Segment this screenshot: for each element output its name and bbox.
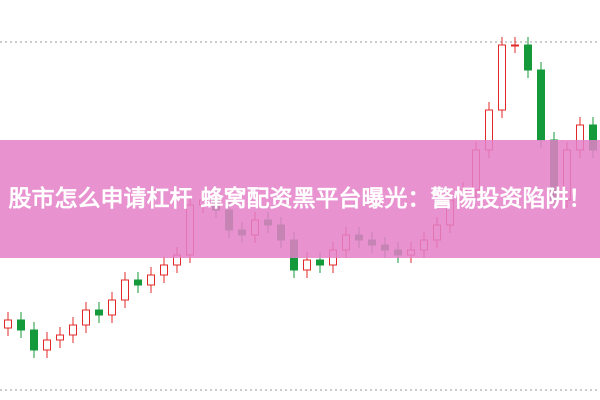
candle-body xyxy=(108,299,116,316)
candle-body xyxy=(17,319,25,331)
candle-body xyxy=(160,264,168,276)
candle-body xyxy=(30,329,38,351)
candle-body xyxy=(511,44,519,47)
candle-body xyxy=(498,44,506,111)
candle-body xyxy=(4,319,12,329)
candle-body xyxy=(524,44,532,71)
title: 股市怎么申请杠杆 蜂窝配资黑平台曝光：警惕投资陷阱！ xyxy=(8,185,592,212)
candle-body xyxy=(43,339,51,351)
candle-body xyxy=(69,324,77,336)
candle-body xyxy=(147,274,155,286)
candle-body xyxy=(134,279,142,286)
candle-body xyxy=(537,69,545,141)
candle-body xyxy=(316,259,324,266)
candle-body xyxy=(82,309,90,326)
candle-body xyxy=(121,279,129,301)
candle-body xyxy=(303,259,311,271)
candle-body xyxy=(56,334,64,341)
candle-body xyxy=(95,309,103,316)
title-banner: 股市怎么申请杠杆 蜂窝配资黑平台曝光：警惕投资陷阱！ xyxy=(0,140,600,258)
